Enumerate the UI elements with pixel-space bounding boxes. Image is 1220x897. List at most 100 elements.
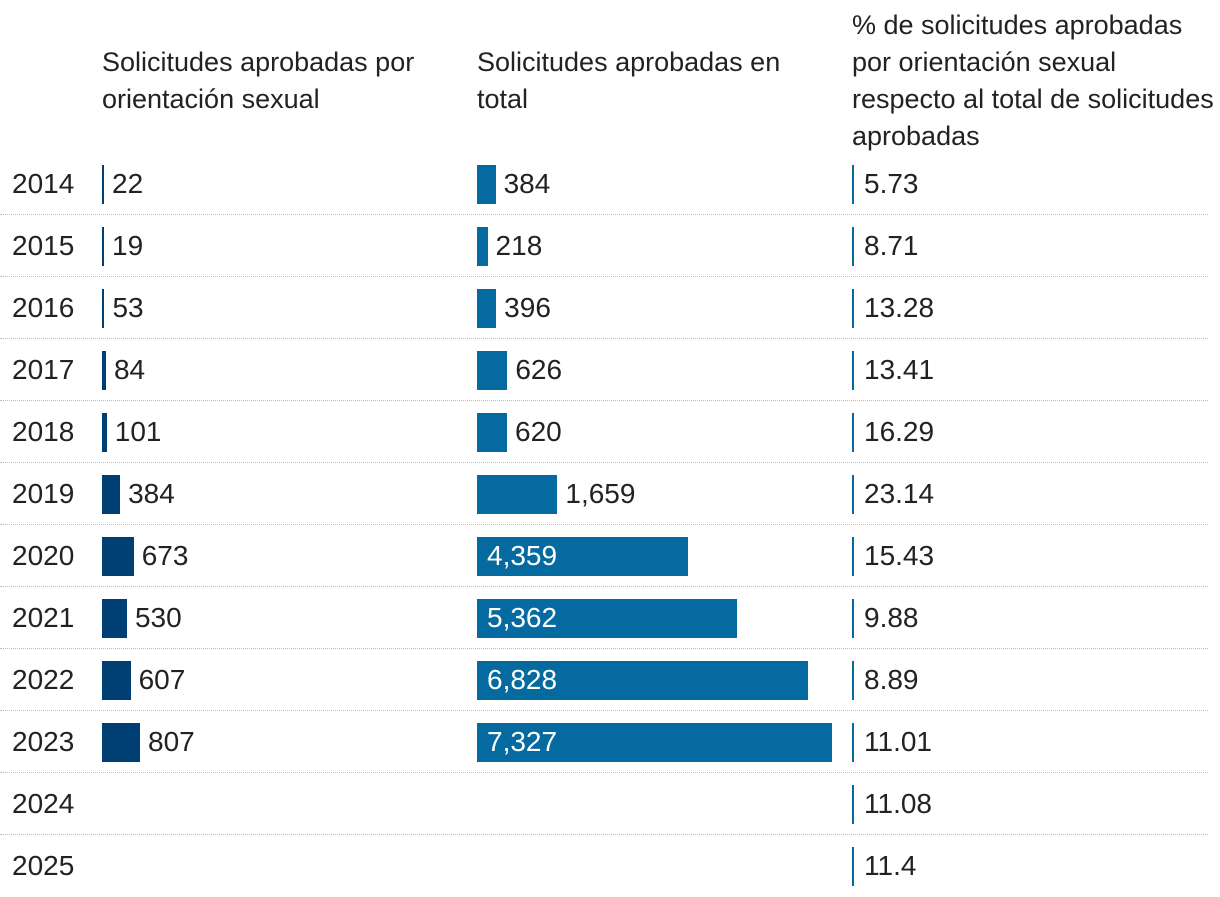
orientation-value-label: 22 [112,168,144,199]
year-label: 2015 [12,230,75,261]
row-divider [0,462,1208,463]
year-label: 2022 [12,664,75,695]
total-bar [477,351,508,390]
percent-value-label: 5.73 [864,168,919,199]
total-bar [477,723,832,762]
percent-rule [852,165,854,204]
total-value-label: 384 [503,168,551,199]
table-row: 2022 607 6,828 8.89 [0,649,1220,711]
percent-value-label: 11.01 [864,726,932,757]
percent-rule [852,599,854,638]
row-divider [0,276,1208,277]
table-row: 2018 101 620 16.29 [0,401,1220,463]
total-bar [477,227,488,266]
table-row: 2017 84 626 13.41 [0,339,1220,401]
total-value-label: 4,359 [487,540,558,571]
row-divider [0,772,1208,773]
orientation-bar [102,227,104,266]
orientation-value-label: 101 [114,416,162,447]
percent-value-label: 13.28 [864,292,935,323]
total-value-label: 396 [504,292,551,323]
total-bar [477,537,689,576]
percent-rule [852,785,854,824]
percent-rule [852,413,854,452]
total-bar [477,661,808,700]
table-row: 2020 673 4,359 15.43 [0,525,1220,587]
year-label: 2021 [12,602,75,633]
orientation-bar [102,661,131,700]
table-row: 2024 11.08 [0,773,1220,835]
orientation-value-label: 530 [134,602,182,633]
percent-rule [852,289,854,328]
percent-rule [852,537,854,576]
orientation-value-label: 673 [141,540,189,571]
total-bar [477,289,497,328]
total-value-label: 5,362 [487,602,558,633]
total-bar [477,413,508,452]
percent-rule [852,475,854,514]
table-row: 2016 53 396 13.28 [0,277,1220,339]
orientation-bar [102,351,106,390]
total-value-label: 218 [495,230,543,261]
orientation-bar [102,475,121,514]
total-value-label: 626 [515,354,563,385]
table-row: 2019 384 1,659 23.14 [0,463,1220,525]
percent-value-label: 11.4 [864,850,917,881]
percent-value-label: 9.88 [864,602,919,633]
row-divider [0,214,1208,215]
percent-value-label: 8.89 [864,664,919,695]
row-divider [0,400,1208,401]
orientation-bar [102,413,107,452]
table-row: 2014 22 384 5.73 [0,153,1220,215]
year-label: 2024 [12,788,75,819]
row-divider [0,586,1208,587]
percent-rule [852,227,854,266]
orientation-bar [102,723,140,762]
year-label: 2023 [12,726,75,757]
table-row: 2021 530 5,362 9.88 [0,587,1220,649]
orientation-bar [102,165,104,204]
row-divider [0,710,1208,711]
row-divider [0,834,1208,835]
percent-value-label: 23.14 [864,478,935,509]
orientation-value-label: 807 [148,726,195,757]
header-percent-column: % de solicitudes aprobadas por orientaci… [852,10,1214,151]
orientation-value-label: 84 [113,354,146,385]
orientation-value-label: 19 [112,230,144,261]
orientation-value-label: 607 [138,664,186,695]
table-row: 2025 11.4 [0,835,1220,897]
percent-value-label: 16.29 [864,416,935,447]
total-value-label: 1,659 [565,478,636,509]
percent-value-label: 8.71 [864,230,919,261]
year-label: 2017 [12,354,75,385]
year-label: 2016 [12,292,75,323]
row-divider [0,338,1208,339]
header-total-column: Solicitudes aprobadas en total [477,47,781,114]
total-value-label: 620 [515,416,562,447]
total-bar [477,475,558,514]
percent-rule [852,351,854,390]
total-bar [477,599,737,638]
header-orientation-column: Solicitudes aprobadas por orientación se… [102,47,415,114]
year-label: 2018 [12,416,75,447]
orientation-bar [102,289,105,328]
year-label: 2025 [12,850,75,881]
row-divider [0,524,1208,525]
total-value-label: 7,327 [487,726,558,757]
orientation-value-label: 53 [112,292,144,323]
row-divider [0,648,1208,649]
orientation-bar [102,599,127,638]
orientation-value-label: 384 [128,478,175,509]
table-row: 2015 19 218 8.71 [0,215,1220,277]
percent-rule [852,661,854,700]
percent-rule [852,847,854,886]
total-bar [477,165,496,204]
year-label: 2019 [12,478,75,509]
percent-value-label: 15.43 [864,540,935,571]
table-row: 2023 807 7,327 11.01 [0,711,1220,773]
percent-rule [852,723,854,762]
year-label: 2014 [12,168,75,199]
percent-value-label: 11.08 [864,788,932,819]
percent-value-label: 13.41 [864,354,935,385]
total-value-label: 6,828 [487,664,558,695]
